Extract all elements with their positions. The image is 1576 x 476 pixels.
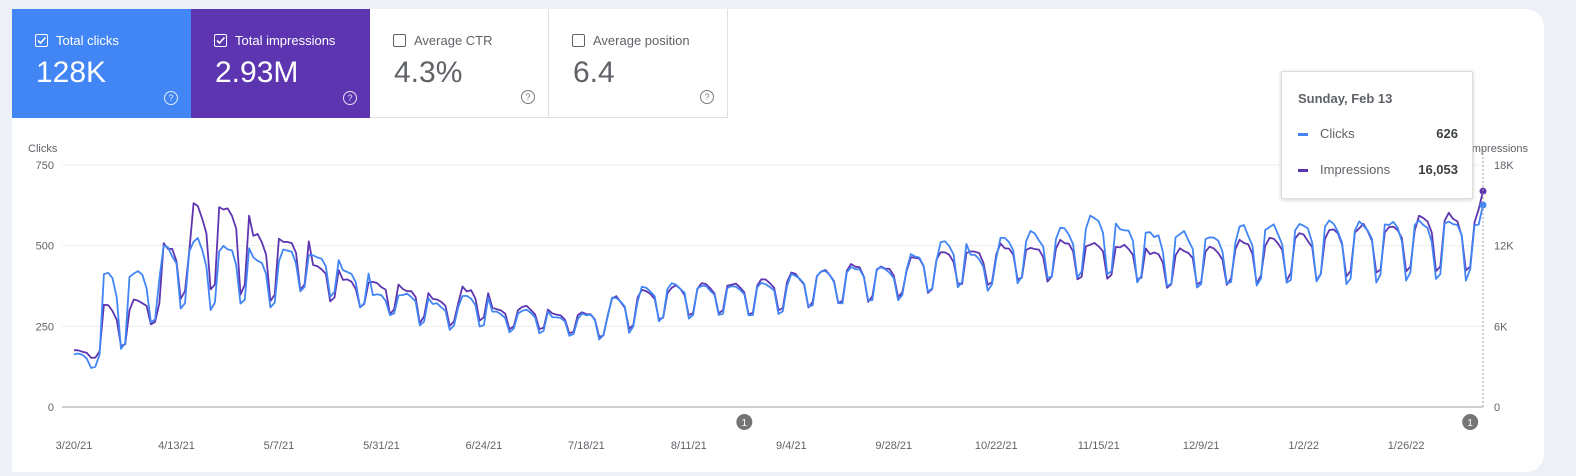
tooltip-value: 626 <box>1436 126 1458 141</box>
metric-total-impressions[interactable]: Total impressions 2.93M ? <box>191 9 370 118</box>
tooltip-label: Impressions <box>1320 162 1391 177</box>
right-axis-tick-label: 18K <box>1494 160 1514 172</box>
left-axis-tick-label: 0 <box>48 402 54 414</box>
x-axis-tick-label: 5/7/21 <box>264 440 295 452</box>
metric-value: 6.4 <box>573 56 615 89</box>
legend-swatch <box>1298 133 1308 137</box>
annotation-label: 1 <box>742 418 748 429</box>
chart-tooltip: Sunday, Feb 13 Clicks 626 Impressions 16… <box>1281 71 1473 199</box>
x-axis-tick-label: 5/31/21 <box>363 440 400 452</box>
right-axis-tick-label: 12K <box>1494 241 1514 253</box>
checkbox-checked-icon[interactable] <box>214 34 227 47</box>
metric-value: 2.93M <box>215 56 299 89</box>
left-axis-tick-label: 750 <box>36 160 54 172</box>
annotation-marker <box>736 414 753 430</box>
x-axis-tick-label: 12/9/21 <box>1183 440 1220 452</box>
left-axis-tick-label: 500 <box>36 241 54 253</box>
x-axis-tick-label: 10/22/21 <box>975 440 1018 452</box>
right-axis-tick-label: 6K <box>1494 321 1508 333</box>
metric-label: Average CTR <box>414 33 493 48</box>
series-line-impressions <box>73 190 1484 359</box>
performance-chart[interactable]: 750 500 250 0 18K 12K 6K 0 Clicks Impressions 3/20… <box>12 9 1544 472</box>
metric-average-position[interactable]: Average position 6.4 ? <box>549 9 728 118</box>
left-axis-title: Clicks <box>28 143 58 155</box>
x-axis-tick-label: 9/4/21 <box>776 440 807 452</box>
x-axis-tick-label: 1/26/22 <box>1388 440 1425 452</box>
checkbox-checked-icon[interactable] <box>35 34 48 47</box>
tooltip-label: Clicks <box>1320 126 1355 141</box>
x-axis-tick-label: 7/18/21 <box>568 440 605 452</box>
help-icon[interactable]: ? <box>164 91 178 105</box>
metric-value: 128K <box>36 56 107 89</box>
x-axis-tick-label: 3/20/21 <box>56 440 93 452</box>
help-icon[interactable]: ? <box>521 90 535 104</box>
metric-label: Total clicks <box>56 33 119 48</box>
metric-total-clicks[interactable]: Total clicks 128K ? <box>12 9 191 118</box>
x-axis-tick-label: 8/11/21 <box>671 440 707 452</box>
x-axis-tick-label: 11/15/21 <box>1078 440 1120 452</box>
metric-label: Total impressions <box>235 33 336 48</box>
tooltip-date: Sunday, Feb 13 <box>1298 91 1393 106</box>
help-icon[interactable]: ? <box>343 91 357 105</box>
annotation-marker <box>1462 414 1479 430</box>
metric-value: 4.3% <box>394 56 463 89</box>
metric-label: Average position <box>593 33 690 48</box>
x-axis-tick-label: 9/28/21 <box>875 440 912 452</box>
checkbox-unchecked-icon[interactable] <box>572 34 585 47</box>
tooltip-row-clicks: Clicks 626 <box>1298 126 1458 141</box>
tooltip-value: 16,053 <box>1418 162 1458 177</box>
x-axis-tick-label: 6/24/21 <box>466 440 503 452</box>
annotation-label: 1 <box>1467 418 1473 429</box>
checkbox-unchecked-icon[interactable] <box>393 34 406 47</box>
x-axis-tick-label: 4/13/21 <box>158 440 195 452</box>
right-axis-title: Impressions <box>1469 143 1529 155</box>
x-axis-tick-label: 1/2/22 <box>1288 440 1319 452</box>
legend-swatch <box>1298 169 1308 173</box>
tooltip-row-impressions: Impressions 16,053 <box>1298 162 1458 177</box>
metric-average-ctr[interactable]: Average CTR 4.3% ? <box>370 9 549 118</box>
right-axis-tick-label: 0 <box>1494 402 1500 414</box>
series-point-impressions <box>1479 187 1487 195</box>
series-line-clicks <box>73 204 1484 369</box>
left-axis-tick-label: 250 <box>36 321 54 333</box>
performance-card: Total clicks 128K ? Total impressions 2.… <box>12 9 1544 472</box>
help-icon[interactable]: ? <box>700 90 714 104</box>
